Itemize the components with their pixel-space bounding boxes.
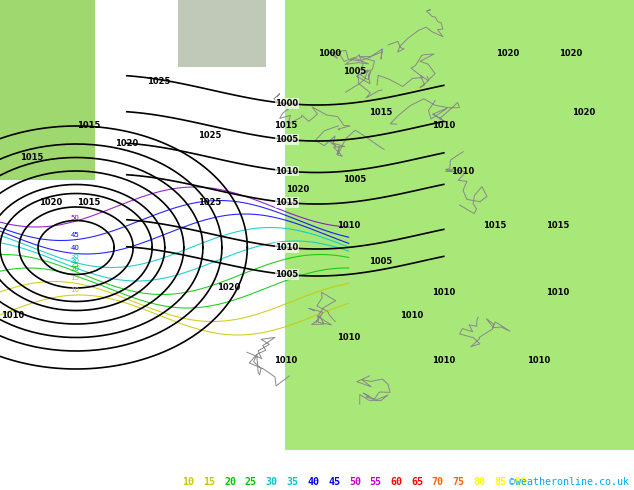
Text: 1005: 1005 <box>275 270 299 279</box>
Text: 1015: 1015 <box>77 198 100 207</box>
Text: 50: 50 <box>349 477 361 487</box>
Text: 1010: 1010 <box>527 356 550 365</box>
Text: 1010: 1010 <box>432 356 455 365</box>
Text: 45: 45 <box>70 232 79 238</box>
Text: 1010: 1010 <box>275 243 299 252</box>
Text: 1000: 1000 <box>275 99 299 108</box>
Text: 35: 35 <box>70 253 79 259</box>
Text: 1015: 1015 <box>369 108 392 117</box>
Text: ©weatheronline.co.uk: ©weatheronline.co.uk <box>509 477 629 487</box>
Text: 1020: 1020 <box>496 49 519 58</box>
Polygon shape <box>0 0 95 180</box>
Text: 70: 70 <box>432 477 444 487</box>
Text: 1025: 1025 <box>198 130 221 140</box>
Text: 1010: 1010 <box>337 333 360 342</box>
Text: 1020: 1020 <box>115 140 138 148</box>
Text: 1020: 1020 <box>217 284 240 293</box>
Text: 30: 30 <box>70 258 79 264</box>
Text: 1020: 1020 <box>559 49 582 58</box>
Text: 1015: 1015 <box>547 220 569 229</box>
Text: 20: 20 <box>224 477 236 487</box>
Text: 1010: 1010 <box>547 288 569 297</box>
Text: 65: 65 <box>411 477 423 487</box>
Polygon shape <box>285 0 634 450</box>
Text: Th 30-05-2024  18:00 UTC (18+24): Th 30-05-2024 18:00 UTC (18+24) <box>421 455 629 465</box>
Polygon shape <box>178 0 266 68</box>
Text: 1015: 1015 <box>275 198 299 207</box>
Text: 1005: 1005 <box>344 68 366 76</box>
Text: 80: 80 <box>474 477 486 487</box>
Text: 45: 45 <box>328 477 340 487</box>
Text: 10: 10 <box>183 477 195 487</box>
Text: Surface pressure [hPa] ECMWF: Surface pressure [hPa] ECMWF <box>5 455 187 465</box>
Text: 15: 15 <box>204 477 216 487</box>
Text: 40: 40 <box>307 477 320 487</box>
Text: Isotachs 10m (km/h): Isotachs 10m (km/h) <box>5 477 119 487</box>
Text: 60: 60 <box>391 477 403 487</box>
Text: 1005: 1005 <box>275 135 299 144</box>
Text: 1005: 1005 <box>344 175 366 185</box>
Text: 1015: 1015 <box>483 220 506 229</box>
Text: 1015: 1015 <box>274 122 297 130</box>
Text: 1020: 1020 <box>39 198 62 207</box>
Text: 1015: 1015 <box>77 122 100 130</box>
Text: 1005: 1005 <box>369 256 392 266</box>
Text: 1010: 1010 <box>337 220 360 229</box>
Text: 1010: 1010 <box>451 167 474 175</box>
Text: 1010: 1010 <box>401 311 424 319</box>
Text: 1010: 1010 <box>274 356 297 365</box>
Text: 1010: 1010 <box>432 122 455 130</box>
Text: 1015: 1015 <box>20 153 43 162</box>
Text: 1020: 1020 <box>287 185 309 194</box>
Text: 1020: 1020 <box>572 108 595 117</box>
Text: 1000: 1000 <box>318 49 341 58</box>
Text: 90: 90 <box>515 477 527 487</box>
Text: 1010: 1010 <box>432 288 455 297</box>
Text: 10: 10 <box>70 287 79 294</box>
Text: 1010: 1010 <box>275 167 299 175</box>
Text: 30: 30 <box>266 477 278 487</box>
Text: 1010: 1010 <box>1 311 24 319</box>
Text: 1025: 1025 <box>198 198 221 207</box>
Text: 20: 20 <box>70 267 79 272</box>
Text: 35: 35 <box>287 477 299 487</box>
Text: 55: 55 <box>370 477 382 487</box>
Text: 15: 15 <box>70 274 79 280</box>
Text: 75: 75 <box>453 477 465 487</box>
Text: 25: 25 <box>245 477 257 487</box>
Text: 85: 85 <box>494 477 506 487</box>
Text: 50: 50 <box>70 215 79 220</box>
Text: 25: 25 <box>70 262 79 268</box>
Text: 1025: 1025 <box>147 76 170 85</box>
Text: 40: 40 <box>70 245 79 251</box>
